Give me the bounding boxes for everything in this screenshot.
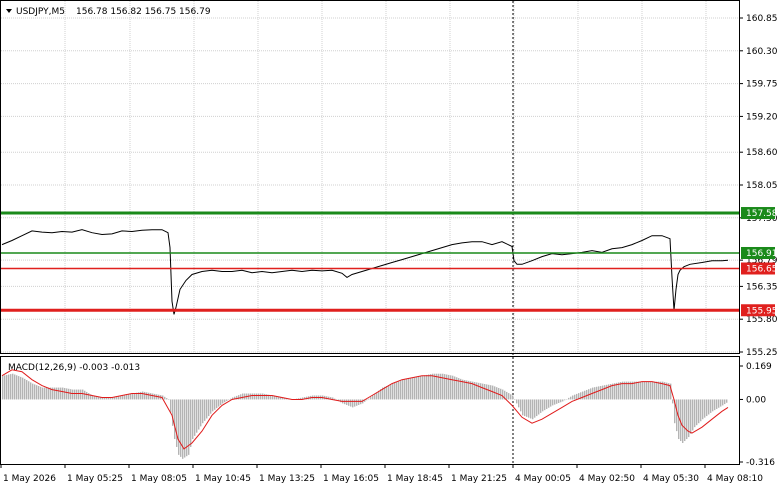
ohlc-values: 156.78 156.82 156.75 156.79 [76,7,211,17]
time-axis: 1 May 2026 1 May 05:25 1 May 08:05 1 May 10… [0,464,763,484]
time-tick-label: 1 May 13:25 [259,474,315,484]
macd-tick-label: 0.169 [746,362,772,372]
price-tick-label: 158.60 [746,148,778,158]
main-chart-frame[interactable] [0,0,740,354]
macd-tick-label: -0.316 [746,458,775,468]
time-tick-label: 1 May 18:45 [387,474,443,484]
level-tag [741,246,775,259]
level-tag [741,207,775,220]
macd-axis: 0.169 0.00 -0.316 [739,362,775,468]
price-tick-label: 159.20 [746,112,778,122]
time-tick-label: 1 May 10:45 [195,474,251,484]
macd-signal-line [1,369,729,450]
chevron-down-icon[interactable] [6,9,12,13]
time-tick-label: 4 May 02:50 [579,474,635,484]
level-label: 157.58 [746,209,778,219]
level-label: 156.65 [746,265,778,275]
time-tick-label: 1 May 16:05 [323,474,379,484]
price-axis: 160.85 160.30 159.75 159.20 158.60 158.05 157.… [739,14,778,358]
macd-frame[interactable] [0,356,740,465]
price-tick-label: 160.85 [746,14,778,24]
time-tick-label: 1 May 08:05 [131,474,187,484]
price-tick-label: 158.05 [746,181,778,191]
grid-lines [1,1,739,353]
price-tick-label: 156.35 [746,282,778,292]
price-tick-label: 160.30 [746,47,778,57]
time-tick-label: 4 May 05:30 [643,474,699,484]
time-tick-label: 1 May 05:25 [67,474,123,484]
time-tick-label: 4 May 08:10 [707,474,763,484]
time-tick-label: 4 May 00:05 [515,474,571,484]
macd-tick-label: 0.00 [746,395,766,405]
level-label: 155.95 [746,306,778,316]
level-label: 156.91 [746,249,778,259]
price-tick-label: 155.80 [746,315,778,325]
price-tick-label: 159.75 [746,80,778,90]
time-tick-label: 1 May 21:25 [451,474,507,484]
price-levels[interactable]: 157.58 156.91 156.65 155.95 [1,207,778,317]
price-tick-label: 156.79 [746,256,778,266]
time-tick-label: 1 May 2026 [3,474,56,484]
level-tag [741,262,775,275]
level-tag [741,304,775,317]
macd-title: MACD(12,26,9) -0.003 -0.013 [8,363,140,373]
macd-histogram [2,373,728,459]
price-tick-label: 155.25 [746,348,778,358]
symbol-label: USDJPY,M5 [16,7,65,17]
